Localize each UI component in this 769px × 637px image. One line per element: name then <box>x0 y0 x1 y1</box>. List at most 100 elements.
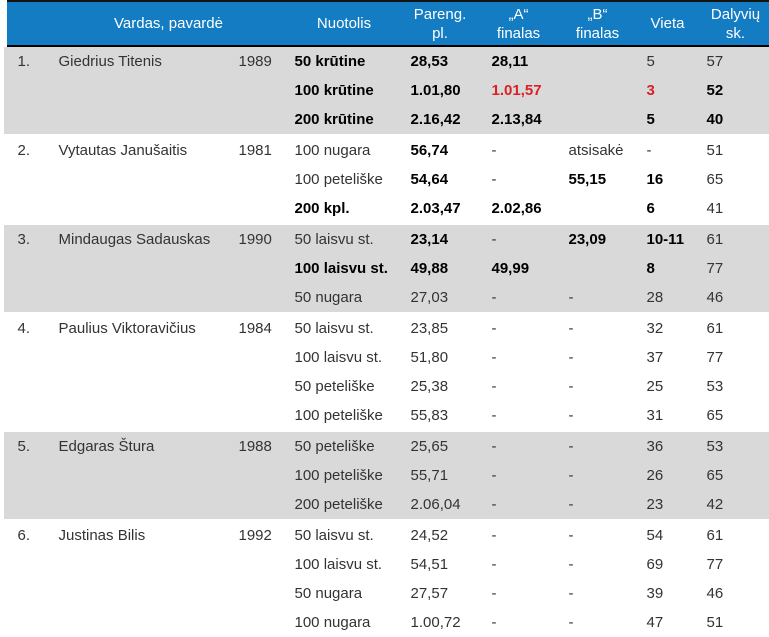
col-header-a-final: „A“ finalas <box>478 1 559 47</box>
cell-distance: 100 krūtine <box>286 76 402 105</box>
cell-name: Vytautas Janušaitis <box>50 134 232 224</box>
cell-prelim: 27,57 <box>401 579 479 608</box>
cell-prelim: 27,03 <box>401 283 479 313</box>
cell-b-final: - <box>558 519 637 550</box>
table-row: 50 nugara 27,57- -39 46 <box>4 579 769 608</box>
cell-a-final: 1.01,57 <box>478 76 559 105</box>
col-header-distance: Nuotolis <box>286 1 402 47</box>
cell-b-final: - <box>558 608 637 637</box>
cell-prelim: 51,80 <box>401 343 479 372</box>
cell-a-final: - <box>478 401 559 431</box>
table-row: 6. Justinas Bilis 1992 50 laisvu st. 24,52- -… <box>3 519 769 637</box>
table-row: 4. Paulius Viktoravičius 1984 50 laisvu st.… <box>3 312 769 431</box>
cell-participants: 77 <box>698 254 769 283</box>
cell-a-final: - <box>478 223 559 254</box>
cell-rank: 1. <box>3 46 51 135</box>
cell-a-final: - <box>478 608 559 637</box>
cell-rank: 4. <box>3 312 51 431</box>
cell-participants: 77 <box>698 343 769 372</box>
cell-participants: 42 <box>698 490 769 520</box>
cell-rank: 2. <box>3 134 51 224</box>
col-header-rank <box>0 1 51 47</box>
table-row: 100 krūtine 1.01,80 1.01,57 3 52 <box>4 76 769 105</box>
cell-b-final: - <box>558 372 637 401</box>
cell-place: 37 <box>636 343 699 372</box>
cell-place: 32 <box>636 312 699 343</box>
table-row: 100 peteliške 54,64-55,15 16 65 <box>4 165 769 194</box>
cell-year: 1984 <box>231 312 287 431</box>
cell-name: Justinas Bilis <box>50 519 232 637</box>
cell-place: 10-11 <box>636 223 699 254</box>
cell-place: 6 <box>636 194 699 224</box>
table-row: 100 laisvu st. 49,88 49,99 8 77 <box>4 254 769 283</box>
cell-prelim: 54,51 <box>401 550 479 579</box>
cell-prelim: 25,65 <box>401 430 479 461</box>
cell-a-final: - <box>478 343 559 372</box>
table-row: 100 nugara 1.00,72- -47 51 <box>4 608 769 637</box>
cell-prelim: 56,74 <box>401 134 479 165</box>
cell-a-final: - <box>478 165 559 194</box>
cell-b-final: - <box>558 579 637 608</box>
cell-rank: 3. <box>3 223 51 313</box>
cell-a-final: - <box>478 283 559 313</box>
cell-b-final <box>558 46 637 76</box>
cell-b-final: - <box>558 283 637 313</box>
cell-distance: 100 peteliške <box>286 165 402 194</box>
cell-rank: 6. <box>3 519 51 637</box>
cell-participants: 65 <box>698 401 769 431</box>
cell-distance: 50 nugara <box>286 283 402 313</box>
cell-a-final: - <box>478 461 559 490</box>
cell-place: 26 <box>636 461 699 490</box>
col-header-place: Vieta <box>636 1 699 47</box>
cell-prelim: 24,52 <box>401 519 479 550</box>
cell-place: 47 <box>636 608 699 637</box>
cell-distance: 50 peteliške <box>286 430 402 461</box>
cell-name: Giedrius Titenis <box>50 46 232 135</box>
cell-distance: 50 krūtine <box>286 46 402 76</box>
table-row: 100 laisvu st. 54,51- -69 77 <box>4 550 769 579</box>
cell-a-final: - <box>478 372 559 401</box>
cell-distance: 200 peteliške <box>286 490 402 520</box>
cell-place: - <box>636 134 699 165</box>
cell-b-final: - <box>558 430 637 461</box>
cell-participants: 53 <box>698 430 769 461</box>
cell-prelim: 25,38 <box>401 372 479 401</box>
cell-distance: 100 nugara <box>286 134 402 165</box>
table-row: 200 kpl. 2.03,47 2.02,86 6 41 <box>4 194 769 224</box>
cell-participants: 41 <box>698 194 769 224</box>
cell-distance: 100 peteliške <box>286 401 402 431</box>
cell-place: 16 <box>636 165 699 194</box>
cell-prelim: 28,53 <box>401 46 479 76</box>
cell-place: 54 <box>636 519 699 550</box>
cell-place: 8 <box>636 254 699 283</box>
cell-prelim: 23,85 <box>401 312 479 343</box>
cell-b-final: - <box>558 343 637 372</box>
table-row: 3. Mindaugas Sadauskas 1990 50 laisvu st. 23… <box>3 223 769 313</box>
cell-b-final <box>558 76 637 105</box>
col-header-b-final: „B“ finalas <box>558 1 637 47</box>
cell-place: 5 <box>636 105 699 135</box>
cell-b-final: - <box>558 490 637 520</box>
cell-distance: 50 laisvu st. <box>286 312 402 343</box>
cell-a-final: - <box>478 312 559 343</box>
cell-prelim: 2.16,42 <box>401 105 479 135</box>
cell-place: 69 <box>636 550 699 579</box>
cell-participants: 77 <box>698 550 769 579</box>
cell-place: 39 <box>636 579 699 608</box>
cell-prelim: 55,83 <box>401 401 479 431</box>
cell-a-final: 49,99 <box>478 254 559 283</box>
cell-participants: 46 <box>698 579 769 608</box>
cell-distance: 100 laisvu st. <box>286 254 402 283</box>
cell-a-final: - <box>478 519 559 550</box>
table-row: 100 peteliške 55,83- -31 65 <box>4 401 769 431</box>
cell-b-final: - <box>558 401 637 431</box>
cell-place: 28 <box>636 283 699 313</box>
cell-b-final: - <box>558 550 637 579</box>
cell-b-final: - <box>558 461 637 490</box>
cell-distance: 50 peteliške <box>286 372 402 401</box>
table-row: 200 krūtine 2.16,42 2.13,84 5 40 <box>4 105 769 135</box>
cell-participants: 61 <box>698 519 769 550</box>
results-body: 1. Giedrius Titenis 1989 50 krūtine 28,53 28,… <box>3 46 769 637</box>
cell-participants: 40 <box>698 105 769 135</box>
